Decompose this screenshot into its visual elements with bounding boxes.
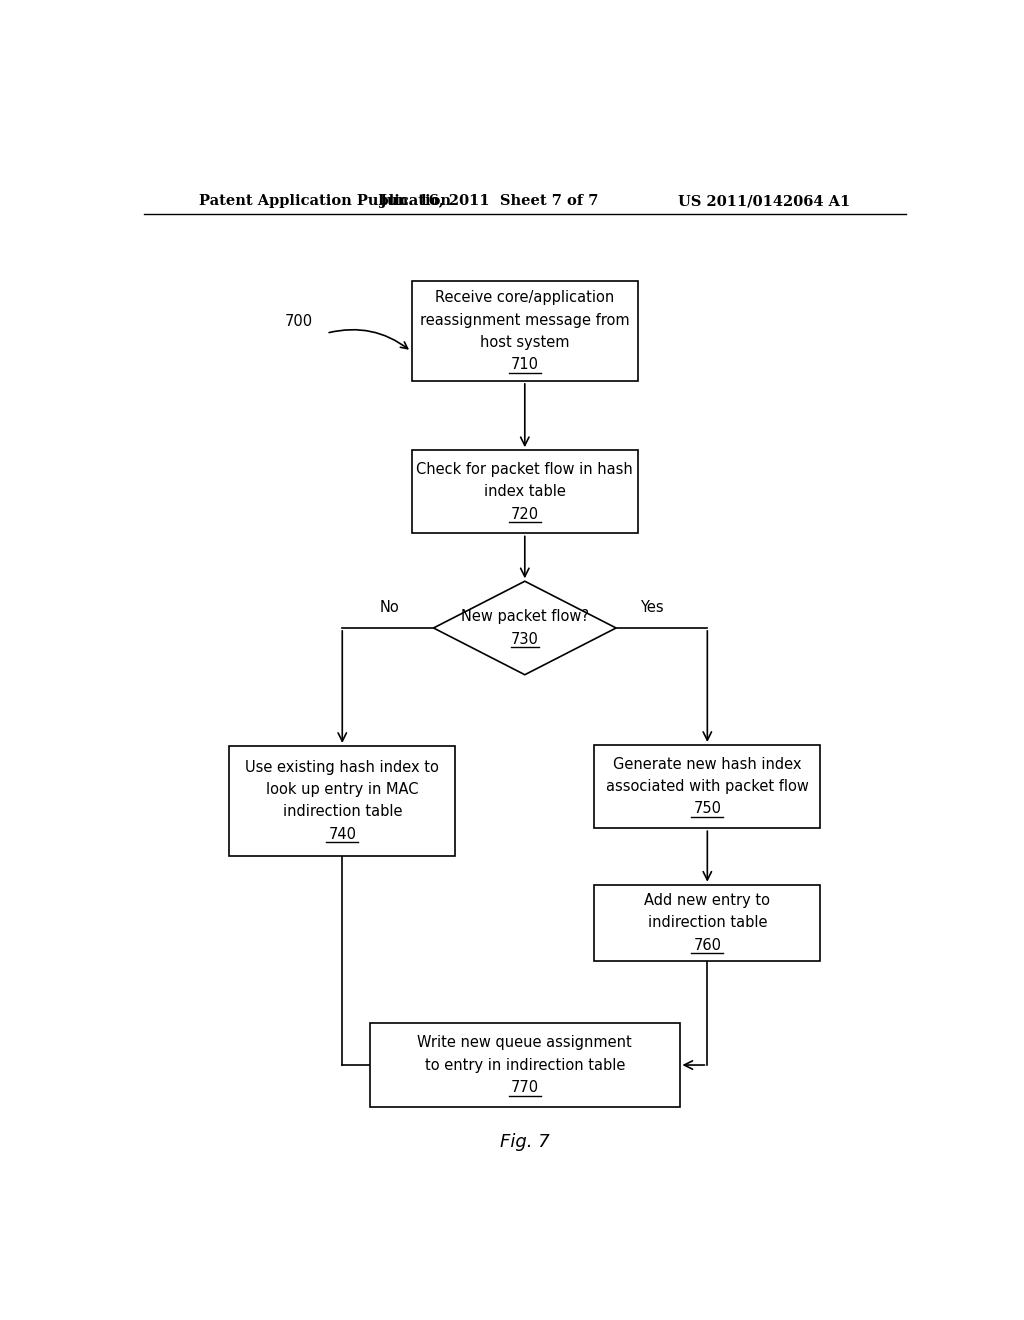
Text: Use existing hash index to: Use existing hash index to (246, 760, 439, 775)
Text: look up entry in MAC: look up entry in MAC (266, 781, 419, 797)
Text: Add new entry to: Add new entry to (644, 892, 770, 908)
FancyBboxPatch shape (412, 450, 638, 533)
Text: to entry in indirection table: to entry in indirection table (425, 1057, 625, 1073)
Text: No: No (380, 601, 399, 615)
Text: Generate new hash index: Generate new hash index (613, 756, 802, 772)
Text: index table: index table (484, 484, 565, 499)
FancyBboxPatch shape (412, 281, 638, 381)
Text: 700: 700 (285, 314, 312, 329)
Text: 770: 770 (511, 1080, 539, 1094)
Text: Write new queue assignment: Write new queue assignment (418, 1035, 632, 1051)
Text: 740: 740 (329, 826, 356, 842)
Polygon shape (433, 581, 616, 675)
Text: associated with packet flow: associated with packet flow (606, 779, 809, 795)
FancyBboxPatch shape (594, 744, 820, 828)
Text: 730: 730 (511, 632, 539, 647)
Text: indirection table: indirection table (647, 915, 767, 931)
Text: reassignment message from: reassignment message from (420, 313, 630, 327)
Text: host system: host system (480, 335, 569, 350)
Text: 720: 720 (511, 507, 539, 521)
Text: Receive core/application: Receive core/application (435, 290, 614, 305)
Text: US 2011/0142064 A1: US 2011/0142064 A1 (678, 194, 850, 209)
Text: Jun. 16, 2011  Sheet 7 of 7: Jun. 16, 2011 Sheet 7 of 7 (380, 194, 598, 209)
FancyBboxPatch shape (229, 746, 456, 855)
Text: Patent Application Publication: Patent Application Publication (200, 194, 452, 209)
Text: indirection table: indirection table (283, 804, 402, 820)
Text: Fig. 7: Fig. 7 (500, 1134, 550, 1151)
Text: Check for packet flow in hash: Check for packet flow in hash (417, 462, 633, 477)
Text: 760: 760 (693, 937, 721, 953)
FancyBboxPatch shape (370, 1023, 680, 1106)
FancyBboxPatch shape (594, 884, 820, 961)
Text: Yes: Yes (640, 601, 664, 615)
Text: 750: 750 (693, 801, 721, 816)
Text: New packet flow?: New packet flow? (461, 610, 589, 624)
Text: 710: 710 (511, 358, 539, 372)
